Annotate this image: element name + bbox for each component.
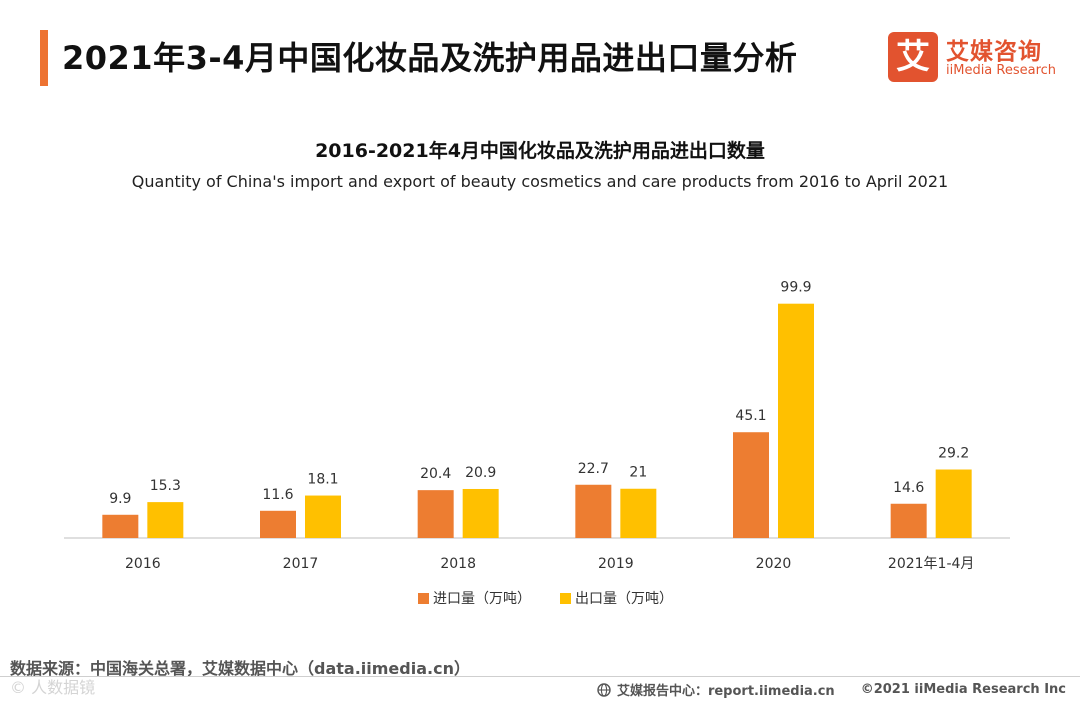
bar-export-2: [462, 488, 499, 538]
data-label-export-0: 15.3: [150, 478, 181, 494]
footer: 艾媒报告中心：report.iimedia.cn ©2021 iiMedia R…: [597, 680, 1066, 699]
data-label-import-1: 11.6: [262, 487, 293, 503]
legend-label-export: 出口量（万吨）: [575, 591, 673, 607]
bar-import-2: [417, 490, 454, 538]
data-label-import-4: 45.1: [735, 408, 766, 424]
x-tick-label-5: 2021年1-4月: [888, 556, 975, 572]
legend-swatch-import: [418, 593, 429, 604]
bar-export-5: [935, 469, 972, 538]
data-label-import-5: 14.6: [893, 480, 924, 496]
globe-icon: [597, 682, 611, 697]
x-tick-label-0: 2016: [125, 556, 161, 572]
bar-export-3: [620, 488, 657, 538]
data-label-export-4: 99.9: [780, 280, 811, 296]
title-accent-bar: [40, 30, 48, 86]
logo-mark: 艾: [888, 32, 938, 82]
data-source: 数据来源：中国海关总署，艾媒数据中心（data.iimedia.cn）: [10, 659, 470, 678]
bar-import-1: [260, 510, 296, 538]
chart-subtitle: Quantity of China's import and export of…: [131, 172, 949, 191]
legend-swatch-export: [560, 593, 571, 604]
bar-import-3: [575, 484, 612, 538]
bar-export-1: [305, 495, 341, 538]
data-label-export-2: 20.9: [465, 465, 496, 481]
data-label-import-3: 22.7: [578, 461, 609, 477]
data-label-export-5: 29.2: [938, 446, 969, 462]
watermark: © 人数据镜: [10, 678, 96, 697]
brand-logo: 艾 艾媒咨询 iiMedia Research: [888, 32, 1068, 82]
bar-export-0: [147, 502, 184, 538]
legend-label-import: 进口量（万吨）: [433, 591, 531, 607]
data-label-import-2: 20.4: [420, 466, 451, 482]
data-label-export-1: 18.1: [307, 472, 338, 488]
bar-import-0: [102, 514, 139, 538]
x-tick-label-4: 2020: [756, 556, 792, 572]
footer-divider: [0, 676, 1080, 677]
logo-name-cn: 艾媒咨询: [946, 39, 1042, 65]
x-tick-label-3: 2019: [598, 556, 634, 572]
footer-copyright: ©2021 iiMedia Research Inc: [860, 682, 1066, 697]
bar-export-4: [778, 303, 814, 538]
bar-import-4: [733, 432, 769, 538]
bar-chart: 9.9 15.3 2016 11.6 18.1 2017 20.4 20.9 2018 22.7 2…: [64, 280, 1010, 607]
x-tick-label-1: 2017: [283, 556, 319, 572]
data-label-import-0: 9.9: [109, 491, 131, 507]
logo-name-en: iiMedia Research: [946, 63, 1057, 78]
bar-import-5: [890, 503, 927, 538]
page-title: 2021年3-4月中国化妆品及洗护用品进出口量分析: [62, 39, 798, 77]
footer-report-center: 艾媒报告中心：report.iimedia.cn: [616, 684, 835, 699]
chart-title: 2016-2021年4月中国化妆品及洗护用品进出口数量: [315, 140, 765, 162]
x-tick-label-2: 2018: [440, 556, 476, 572]
data-label-export-3: 21: [629, 465, 647, 481]
